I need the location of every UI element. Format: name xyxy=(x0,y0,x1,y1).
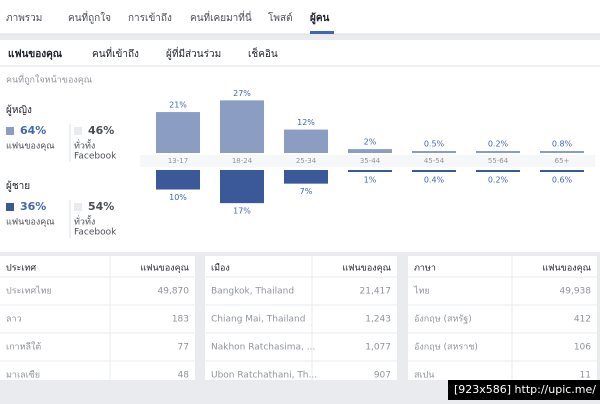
table-cell: ไทย xyxy=(413,286,430,297)
legend-swatch xyxy=(74,127,82,135)
value-label: 21% xyxy=(169,101,187,110)
table-cell: ลาว xyxy=(6,315,22,325)
bar xyxy=(220,100,264,153)
table-header: แฟนของคุณ xyxy=(342,264,391,274)
table-cell: 21,417 xyxy=(360,287,392,297)
subtab[interactable]: แฟนของคุณ xyxy=(8,48,63,60)
table-cell: 1,243 xyxy=(365,315,391,325)
value-label: 10% xyxy=(169,193,187,202)
tab[interactable]: คนที่ถูกใจ xyxy=(68,10,111,24)
table-cell: 1,077 xyxy=(365,343,391,353)
bar xyxy=(348,170,392,172)
value-label: 0.4% xyxy=(424,176,445,185)
fans-pct: 36% xyxy=(20,200,46,213)
fans-label: แฟนของคุณ xyxy=(6,142,55,152)
age-label: 13-17 xyxy=(168,157,188,165)
bar xyxy=(412,151,456,153)
legend-swatch xyxy=(74,203,82,211)
value-label: 0.6% xyxy=(552,176,573,185)
value-label: 2% xyxy=(364,138,377,147)
fb-label: ทั่วทั้ง xyxy=(74,139,95,152)
value-label: 0.2% xyxy=(488,140,509,149)
bar xyxy=(476,170,520,172)
subtab[interactable]: เช็คอิน xyxy=(248,46,278,60)
value-label: 0.2% xyxy=(488,176,509,185)
fans-label: แฟนของคุณ xyxy=(6,218,55,228)
section-title: คนที่ถูกใจหน้าของคุณ xyxy=(6,73,92,86)
value-label: 12% xyxy=(297,118,315,127)
tab-underline xyxy=(310,31,334,34)
table-cell: มาเลเซีย xyxy=(6,370,40,381)
table-cell: Ubon Ratchathani, Th... xyxy=(211,371,317,381)
value-label: 0.8% xyxy=(552,140,573,149)
age-strip xyxy=(140,155,595,167)
table-cell: เกาหลีใต้ xyxy=(6,342,41,353)
value-label: 0.5% xyxy=(424,140,445,149)
bar xyxy=(540,170,584,172)
table-cell: 77 xyxy=(178,343,189,353)
legend-swatch xyxy=(6,203,14,211)
table-cell: 49,870 xyxy=(158,287,190,297)
bar xyxy=(540,151,584,153)
table-cell: 49,938 xyxy=(560,287,592,297)
bar xyxy=(156,170,200,190)
table-cell: 412 xyxy=(574,315,591,325)
value-label: 17% xyxy=(233,207,251,216)
table-cell: สเปน xyxy=(414,371,434,381)
tab[interactable]: ภาพรวม xyxy=(6,13,42,24)
tab-bar xyxy=(0,0,600,34)
table-header: แฟนของคุณ xyxy=(542,264,591,274)
gender-label: ผู้ชาย xyxy=(6,180,30,192)
bar xyxy=(412,170,456,172)
table-header: ภาษา xyxy=(414,264,436,274)
tab[interactable]: การเข้าถึง xyxy=(128,12,172,24)
bar xyxy=(220,170,264,204)
table-cell: Chiang Mai, Thailand xyxy=(211,315,305,325)
fans-pct: 64% xyxy=(20,124,46,137)
table-header: แฟนของคุณ xyxy=(140,264,189,274)
value-label: 1% xyxy=(364,176,377,185)
table-cell: 48 xyxy=(178,371,190,381)
fb-label: Facebook xyxy=(74,152,117,162)
table-cell: ประเทศไทย xyxy=(6,286,52,297)
watermark-bg xyxy=(448,380,600,400)
value-label: 27% xyxy=(233,89,251,98)
age-label: 55-64 xyxy=(488,157,509,165)
table-cell: 11 xyxy=(580,371,591,381)
subtab[interactable]: คนที่เข้าถึง xyxy=(92,46,139,60)
watermark: [923x586] http://upic.me/ xyxy=(454,383,596,396)
gender-label: ผู้หญิง xyxy=(6,104,32,116)
bar xyxy=(284,170,328,184)
tab[interactable]: ผู้คน xyxy=(310,12,330,25)
fb-pct: 54% xyxy=(88,200,114,213)
fb-label: Facebook xyxy=(74,228,117,238)
fb-pct: 46% xyxy=(88,124,114,137)
table-cell: Nakhon Ratchasima, ... xyxy=(211,343,315,353)
table-header: เมือง xyxy=(211,263,230,274)
tab[interactable]: โพสต์ xyxy=(268,11,293,24)
table-cell: 907 xyxy=(374,371,391,381)
table-header: ประเทศ xyxy=(6,264,36,274)
subtab[interactable]: ผู้ที่มีส่วนร่วม xyxy=(166,46,221,60)
bar xyxy=(476,151,520,153)
age-label: 65+ xyxy=(555,157,570,165)
bar xyxy=(284,129,328,153)
bar xyxy=(156,112,200,153)
table-cell: อังกฤษ (สหรัฐ) xyxy=(414,315,472,325)
bar xyxy=(348,149,392,153)
fb-label: ทั่วทั้ง xyxy=(74,215,95,228)
age-label: 18-24 xyxy=(232,157,253,165)
table-cell: 183 xyxy=(172,315,189,325)
age-label: 35-44 xyxy=(360,157,381,165)
table-cell: อังกฤษ (สหราช) xyxy=(414,343,478,353)
age-label: 25-34 xyxy=(296,157,317,165)
table-cell: 106 xyxy=(574,343,591,353)
age-label: 45-54 xyxy=(424,157,445,165)
value-label: 7% xyxy=(300,187,313,196)
tab[interactable]: คนที่เคยมาที่นี่ xyxy=(190,10,252,24)
legend-swatch xyxy=(6,127,14,135)
table-cell: Bangkok, Thailand xyxy=(211,287,294,297)
